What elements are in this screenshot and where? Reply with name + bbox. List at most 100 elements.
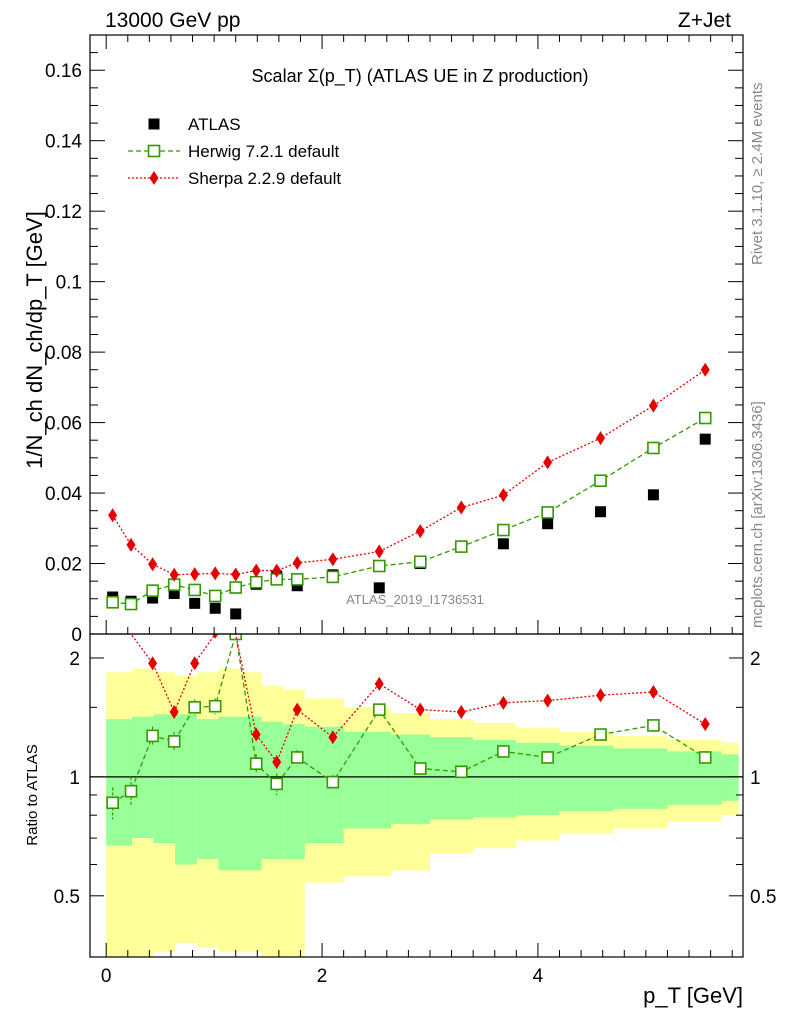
- plot-title: Scalar Σ(p_T) (ATLAS UE in Z production): [252, 66, 589, 87]
- x-tick-label: 2: [317, 966, 328, 987]
- herwig-7-2-1-default-legend-marker: [147, 144, 161, 158]
- inner-band-bin: [721, 754, 739, 801]
- ratio-tick-label-right: 2: [750, 649, 761, 670]
- inner-band-bin: [343, 731, 392, 829]
- y-tick-label: 0.06: [45, 414, 82, 435]
- herwig-7-2-1-default-point: [698, 411, 712, 425]
- atlas-point: [699, 433, 711, 445]
- rivet-version-label: Rivet 3.1.10, ≥ 2.4M events: [749, 83, 766, 266]
- sherpa-2-2-9-default-ratio-point: [190, 656, 200, 671]
- sherpa-2-2-9-default-point: [415, 524, 425, 539]
- atlas-legend-label: ATLAS: [188, 115, 241, 134]
- herwig-7-2-1-default-ratio-point: [541, 751, 554, 764]
- herwig-7-2-1-default-ratio-point: [454, 765, 468, 779]
- y-tick-label: 0.12: [45, 202, 82, 223]
- herwig-7-2-1-default-point: [454, 540, 468, 553]
- sherpa-2-2-9-default-ratio-point: [456, 704, 466, 719]
- atlas-point: [147, 592, 159, 604]
- inner-band-bin: [218, 716, 241, 871]
- atlas-point: [189, 597, 201, 609]
- sherpa-2-2-9-default-point: [231, 567, 241, 582]
- herwig-7-2-1-default-ratio-point: [326, 775, 340, 789]
- main-panel-series: [106, 362, 712, 620]
- x-tick-label: 0: [101, 966, 112, 987]
- sherpa-2-2-9-default-ratio-point: [292, 702, 302, 717]
- herwig-7-2-1-default-ratio-point: [497, 745, 510, 758]
- herwig-7-2-1-default-legend-label: Herwig 7.2.1 default: [188, 142, 339, 161]
- sherpa-2-2-9-default-point: [456, 500, 466, 515]
- sherpa-2-2-9-default-ratio-point: [148, 656, 158, 671]
- sherpa-2-2-9-default-ratio-point: [212, 634, 219, 639]
- ratio-tick-label-right: 1: [750, 768, 761, 789]
- inner-band-bin: [283, 724, 305, 859]
- herwig-7-2-1-default-ratio-point: [290, 751, 304, 764]
- herwig-7-2-1-default-point: [208, 589, 222, 603]
- x-axis-title: p_T [GeV]: [643, 983, 743, 1008]
- legend: ATLAS Herwig 7.2.1 default Sherpa 2.2.9 de…: [128, 115, 341, 188]
- y-tick-label: 0.02: [45, 555, 82, 576]
- herwig-7-2-1-default-ratio-point: [249, 757, 263, 770]
- sherpa-2-2-9-default-point: [210, 566, 220, 581]
- sherpa-2-2-9-default-point: [596, 431, 606, 446]
- sherpa-2-2-9-default-point: [108, 508, 118, 523]
- herwig-7-2-1-default-ratio-point: [146, 729, 159, 743]
- y-tick-label: 0: [71, 625, 82, 646]
- header-left-label: 13000 GeV pp: [105, 9, 240, 32]
- ratio-tick-label-right: 0.5: [750, 887, 776, 908]
- inner-band-bin: [667, 751, 722, 805]
- herwig-7-2-1-default-ratio-point: [698, 751, 712, 764]
- y-axis-title: 1/N_ch dN_ch/dp_T [GeV]: [22, 211, 47, 469]
- analysis-watermark: ATLAS_2019_I1736531: [346, 592, 484, 607]
- sherpa-2-2-9-default-point: [190, 567, 200, 582]
- sherpa-2-2-9-default-ratio-point: [648, 685, 658, 700]
- sherpa-2-2-9-default-point: [498, 488, 508, 503]
- herwig-7-2-1-default-point: [413, 555, 427, 569]
- inner-band-bin: [196, 719, 219, 859]
- inner-band-bin: [473, 739, 517, 818]
- atlas-point: [497, 538, 509, 550]
- ratio-y-axis-title-text: Ratio to ATLAS: [24, 744, 41, 845]
- atlas-point: [373, 582, 385, 594]
- herwig-7-2-1-default-ratio-point: [270, 777, 284, 791]
- herwig-7-2-1-default-ratio-point: [372, 703, 386, 716]
- sherpa-2-2-9-default-ratio-point: [415, 702, 425, 717]
- axes-layer: 0 0.02 0.04 0.06 0.08 0.1 0.12 0.14 0.16 0 2 4 0.5 0.…: [45, 34, 776, 987]
- ratio-tick-label: 0.5: [54, 887, 80, 908]
- herwig-7-2-1-default-point: [229, 581, 243, 594]
- atlas-legend-marker: [148, 118, 160, 130]
- herwig-7-2-1-default-point: [188, 583, 201, 597]
- herwig-7-2-1-default-point: [647, 441, 660, 455]
- sherpa-2-2-9-default-legend-marker: [149, 171, 159, 185]
- herwig-7-2-1-default-ratio-point: [188, 701, 201, 714]
- herwig-7-2-1-default-point: [372, 559, 386, 573]
- herwig-7-2-1-default-ratio-point: [647, 719, 660, 732]
- inner-band-bin: [106, 719, 133, 846]
- ratio-panel-series: [106, 634, 712, 820]
- ratio-y-axis-title: Ratio to ATLAS: [24, 744, 41, 845]
- inner-band-bin: [559, 745, 614, 811]
- header-right-label: Z+Jet: [678, 9, 731, 32]
- ratio-tick-label: 2: [69, 649, 80, 670]
- sherpa-2-2-9-default-point: [272, 563, 282, 578]
- x-tick-label: 4: [533, 966, 544, 987]
- inner-band-bin: [261, 721, 284, 859]
- atlas-point: [595, 506, 607, 518]
- herwig-7-2-1-default-point: [541, 506, 554, 519]
- ratio-uncertainty-bands: [106, 668, 739, 957]
- herwig-7-2-1-default-ratio-point: [167, 735, 181, 748]
- herwig-7-2-1-default-point: [497, 523, 510, 537]
- herwig-7-2-1-default-point: [106, 595, 119, 609]
- sherpa-2-2-9-default-ratio-point: [596, 688, 606, 703]
- atlas-point: [291, 580, 303, 592]
- herwig-7-2-1-default-ratio-point: [229, 634, 243, 641]
- herwig-7-2-1-default-ratio-point: [124, 784, 138, 798]
- atlas-point: [647, 489, 659, 501]
- herwig-7-2-1-default-point: [124, 597, 138, 611]
- atlas-point: [230, 608, 242, 620]
- y-axis-title-text: 1/N_ch dN_ch/dp_T [GeV]: [22, 211, 47, 469]
- sherpa-2-2-9-default-ratio-point: [700, 717, 710, 732]
- inner-band-bin: [391, 734, 430, 824]
- herwig-7-2-1-default-ratio-point: [413, 762, 427, 775]
- herwig-7-2-1-default-point: [249, 575, 263, 589]
- inner-band-bin: [429, 737, 474, 820]
